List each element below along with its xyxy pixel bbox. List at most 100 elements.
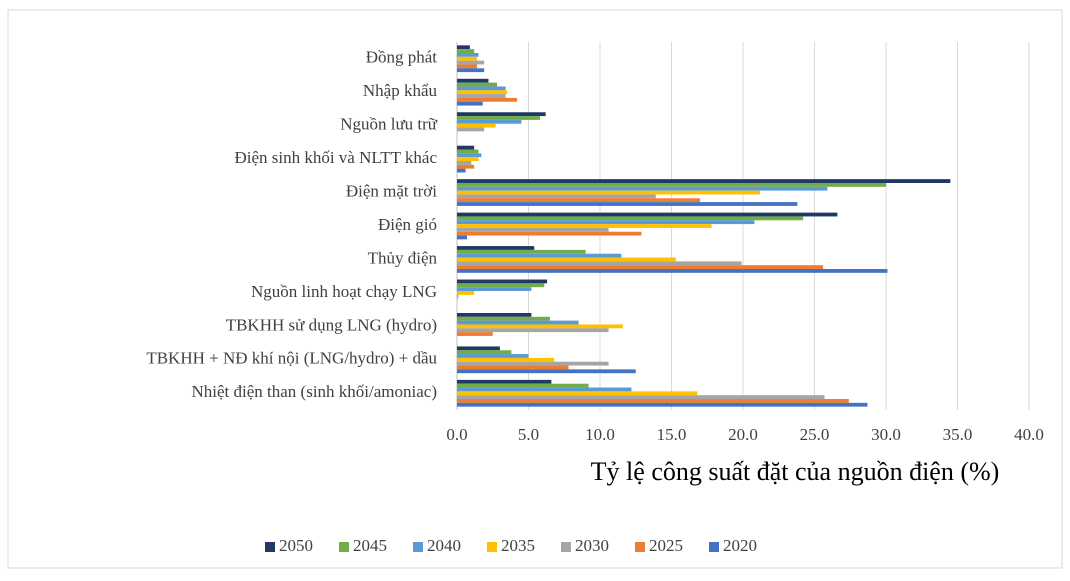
bar [457, 198, 701, 203]
bar [457, 168, 466, 173]
bar [457, 164, 475, 169]
bar [457, 269, 888, 273]
y-tick-label: TBKHH + NĐ khí nội (LNG/hydro) + dầu [146, 349, 437, 368]
bar [457, 235, 468, 240]
bar [457, 68, 485, 73]
y-tick-label: Nguồn lưu trữ [340, 115, 438, 134]
x-tick-label: 35.0 [943, 425, 973, 444]
y-tick-label: Nhập khẩu [363, 81, 438, 100]
legend-label: 2035 [501, 536, 535, 555]
legend-swatch [339, 542, 349, 552]
bar [457, 257, 676, 262]
legend-label: 2030 [575, 536, 609, 555]
bar [457, 186, 828, 191]
legend-label: 2020 [723, 536, 757, 555]
bar [457, 350, 512, 355]
bar [457, 320, 579, 325]
bar [457, 153, 482, 158]
bar [457, 391, 698, 396]
x-tick-label: 30.0 [871, 425, 901, 444]
bar [457, 45, 470, 50]
bar [457, 265, 824, 270]
y-tick-label: Nhiệt điện than (sinh khối/amoniac) [192, 382, 438, 401]
bar [457, 157, 479, 162]
x-tick-label: 25.0 [800, 425, 830, 444]
y-tick-label: Nguồn linh hoạt chạy LNG [251, 282, 437, 301]
bar [457, 60, 485, 65]
bar [457, 246, 535, 250]
bar [457, 328, 609, 333]
bar [457, 149, 479, 154]
bar [457, 64, 478, 69]
bar [457, 90, 508, 95]
y-tick-label: TBKHH sử dụng LNG (hydro) [226, 315, 437, 334]
legend-label: 2040 [427, 536, 461, 555]
bar [457, 227, 609, 232]
bar [457, 182, 886, 187]
bar [457, 346, 500, 351]
bar [457, 283, 545, 288]
legend-swatch [413, 542, 423, 552]
y-tick-label: Điện mặt trời [346, 181, 437, 200]
x-tick-label: 40.0 [1014, 425, 1044, 444]
bar [457, 253, 622, 258]
bar [457, 365, 569, 370]
bar [457, 324, 623, 329]
bar [457, 395, 825, 400]
legend-label: 2025 [649, 536, 683, 555]
bar [457, 86, 506, 91]
bar [457, 194, 656, 199]
bar [457, 101, 483, 106]
bar [457, 49, 475, 53]
bar [457, 190, 761, 195]
bar [457, 357, 555, 362]
bar [457, 127, 485, 132]
legend-swatch [265, 542, 275, 552]
bar [457, 316, 550, 321]
bar [457, 94, 506, 98]
bar [457, 294, 459, 299]
legend-swatch [561, 542, 571, 552]
bar [457, 261, 742, 266]
bar [457, 82, 498, 87]
bar [457, 97, 518, 102]
y-tick-label: Điện gió [378, 215, 437, 234]
bar [457, 112, 546, 117]
x-tick-label: 10.0 [585, 425, 615, 444]
bar [457, 312, 532, 317]
legend-swatch [487, 542, 497, 552]
bar [457, 354, 529, 358]
bar [457, 290, 475, 295]
bar [457, 249, 586, 254]
bar [457, 123, 496, 128]
legend-label: 2050 [279, 536, 313, 555]
y-tick-label: Điện sinh khối và NLTT khác [234, 148, 437, 167]
y-tick-label: Thủy điện [368, 248, 438, 267]
x-tick-label: 0.0 [446, 425, 467, 444]
bar [457, 179, 951, 183]
x-axis-title: Tỷ lệ công suất đặt của nguồn điện (%) [591, 457, 1000, 486]
bar [457, 332, 493, 336]
bar [457, 287, 532, 291]
bar [457, 116, 540, 120]
bar [457, 161, 472, 165]
x-tick-label: 5.0 [518, 425, 539, 444]
bar [457, 402, 868, 407]
bar [457, 387, 632, 392]
bar [457, 379, 552, 384]
bar [457, 369, 636, 374]
y-tick-label: Đồng phát [366, 48, 438, 67]
bar [457, 78, 489, 83]
legend-swatch [635, 542, 645, 552]
bar [457, 224, 712, 228]
bar [457, 383, 589, 388]
bar [457, 202, 798, 206]
x-tick-label: 20.0 [728, 425, 758, 444]
bar [457, 212, 838, 217]
bar [457, 145, 475, 150]
bar [457, 56, 478, 61]
bar [457, 399, 849, 403]
legend-swatch [709, 542, 719, 552]
x-tick-label: 15.0 [657, 425, 687, 444]
